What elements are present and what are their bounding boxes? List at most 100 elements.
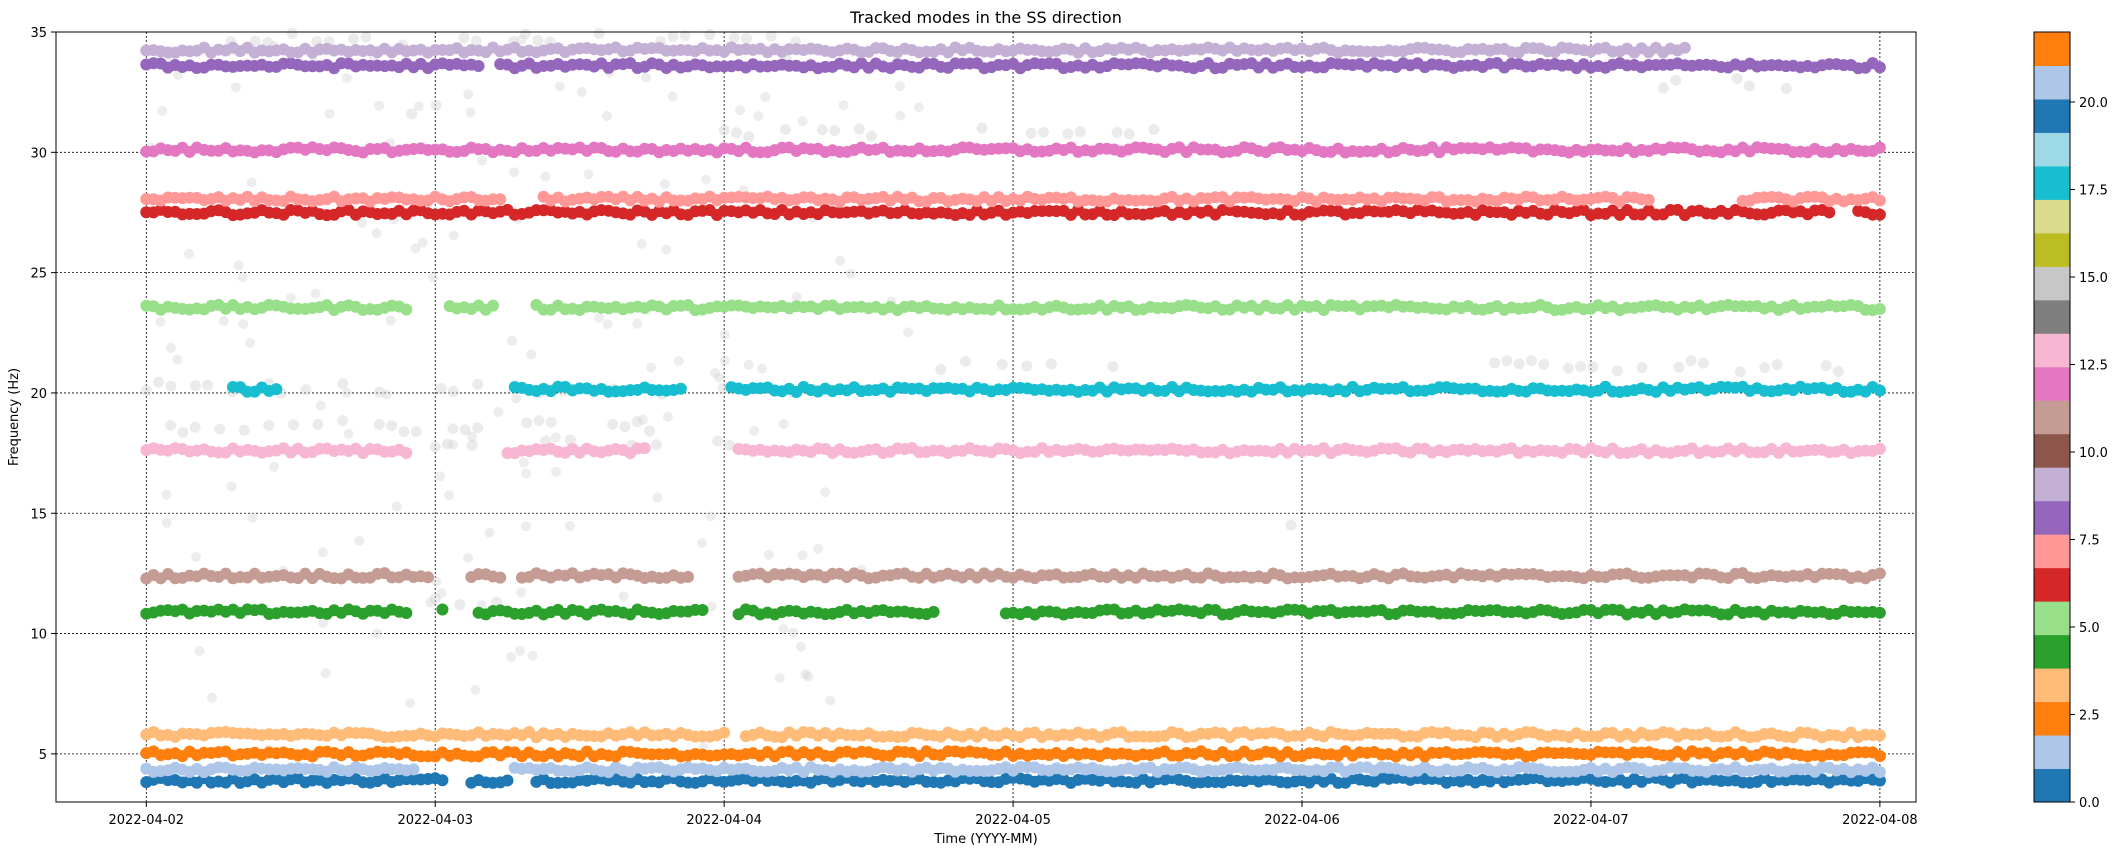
untracked-point [527, 650, 538, 661]
untracked-point [374, 386, 386, 398]
untracked-point [540, 171, 551, 182]
untracked-point [357, 217, 368, 228]
untracked-point [519, 457, 530, 468]
colorbar-segment [2034, 567, 2070, 602]
untracked-point [429, 441, 441, 453]
colorbar-tick-label: 5.0 [2079, 621, 2100, 636]
colorbar-segment [2034, 232, 2070, 267]
untracked-point [753, 111, 764, 122]
untracked-point [749, 425, 760, 436]
untracked-point [429, 593, 441, 605]
untracked-point [286, 28, 298, 40]
untracked-point [140, 384, 152, 396]
x-tick-label: 2022-04-08 [1842, 813, 1918, 828]
untracked-point [300, 384, 312, 396]
untracked-point [373, 419, 385, 431]
untracked-point [386, 420, 398, 432]
untracked-point [741, 32, 753, 44]
untracked-point [719, 355, 730, 366]
untracked-point [238, 319, 249, 330]
untracked-point [318, 617, 329, 628]
untracked-point [593, 27, 605, 39]
untracked-point [521, 468, 532, 479]
untracked-point [442, 438, 454, 450]
colorbar-tick-label: 20.0 [2079, 96, 2108, 111]
untracked-point [816, 124, 828, 136]
untracked-point [913, 102, 924, 113]
untracked-point [320, 668, 331, 679]
untracked-point [894, 81, 905, 92]
untracked-point [601, 111, 612, 122]
untracked-point [778, 624, 789, 635]
untracked-point [1697, 357, 1709, 369]
untracked-point [641, 72, 652, 83]
untracked-point [607, 418, 619, 430]
mode-point [494, 193, 507, 206]
untracked-point [1575, 361, 1587, 373]
untracked-point [315, 400, 326, 411]
untracked-point [701, 174, 712, 185]
untracked-point [825, 695, 836, 706]
mode-point [501, 774, 514, 787]
untracked-point [428, 272, 439, 283]
untracked-point [903, 327, 914, 338]
mode-point [422, 571, 434, 584]
colorbar-segment [2034, 299, 2070, 334]
untracked-point [484, 527, 495, 538]
mode-point [270, 383, 283, 396]
untracked-point [1657, 82, 1669, 94]
untracked-point [372, 628, 383, 639]
untracked-point [189, 380, 201, 392]
untracked-point [466, 439, 478, 451]
untracked-point [1832, 366, 1844, 378]
mode-point [1873, 749, 1886, 762]
colorbar-segment [2034, 433, 2070, 468]
colorbar-tick-label: 17.5 [2079, 184, 2108, 199]
untracked-point [172, 354, 183, 365]
untracked-point [659, 178, 670, 189]
y-axis-label: Frequency (Hz) [7, 368, 22, 466]
untracked-point [706, 601, 717, 612]
colorbar-segment [2034, 366, 2070, 401]
untracked-point [797, 116, 808, 127]
colorbar-segment [2034, 668, 2070, 703]
untracked-point [226, 481, 237, 492]
untracked-point [583, 169, 594, 180]
mode-point [1873, 766, 1886, 779]
untracked-point [410, 426, 422, 438]
untracked-point [472, 378, 484, 390]
untracked-point [835, 255, 846, 266]
untracked-point [1820, 360, 1832, 372]
mode-series-9 [140, 41, 1691, 59]
untracked-point [360, 31, 372, 43]
untracked-point [895, 110, 906, 121]
mode-point [400, 607, 413, 620]
mode-point [1873, 208, 1886, 221]
mode-point [472, 59, 485, 72]
untracked-point [1107, 361, 1119, 373]
untracked-point [788, 627, 799, 638]
untracked-point [1525, 355, 1537, 367]
untracked-point [845, 268, 856, 279]
untracked-point [730, 127, 742, 139]
untracked-point [337, 415, 349, 427]
untracked-point [165, 380, 177, 392]
untracked-point [207, 692, 218, 703]
untracked-point [341, 387, 352, 398]
colorbar-segment [2034, 333, 2070, 368]
untracked-point [959, 355, 971, 367]
untracked-point [425, 597, 436, 608]
y-axis: 5 10 15 20 25 30 35 [30, 26, 56, 763]
untracked-point [1021, 360, 1033, 372]
untracked-point [435, 383, 447, 395]
untracked-point [398, 426, 410, 438]
untracked-point [177, 426, 189, 438]
untracked-point [1685, 355, 1697, 367]
untracked-point [233, 260, 244, 271]
untracked-point [493, 407, 504, 418]
untracked-point [391, 501, 402, 512]
untracked-point [1731, 73, 1743, 85]
untracked-point [565, 520, 576, 531]
untracked-point [545, 416, 557, 428]
untracked-point [780, 123, 792, 135]
